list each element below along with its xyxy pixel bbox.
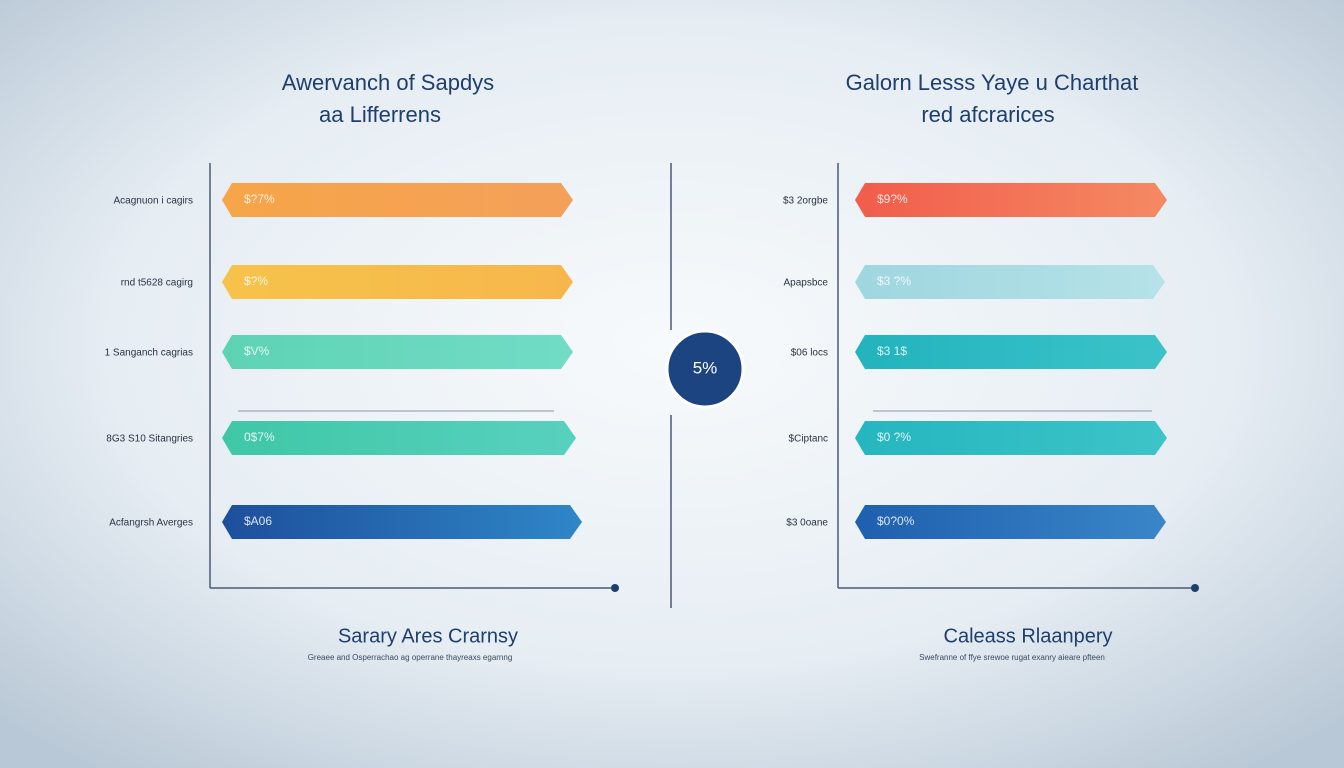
bar-label: $3 ?% — [877, 274, 911, 288]
right-title: red afcrarices — [921, 102, 1054, 127]
row-label: $3 2orgbe — [783, 196, 828, 207]
row-label: 8G3 S10 Sitangries — [106, 434, 193, 445]
bar-label: $0?0% — [877, 514, 915, 528]
bar — [855, 265, 1165, 299]
footer-subtitle: Greaee and Osperrachao ag operrane thayr… — [308, 653, 513, 662]
bar-label: $A06 — [244, 514, 272, 528]
bar-label: $?% — [244, 274, 268, 288]
bar — [222, 183, 573, 217]
bar-label: $3 1$ — [877, 344, 907, 358]
footer-title: Sarary Ares Crarnsy — [338, 625, 518, 647]
bar-label: $V% — [244, 344, 270, 358]
bar — [222, 265, 573, 299]
row-label: $Ciptanc — [789, 434, 828, 445]
axis-dot — [1191, 584, 1199, 592]
bar — [222, 421, 576, 455]
row-label: Apapsbce — [784, 278, 829, 289]
bar-label: $?7% — [244, 192, 275, 206]
row-label: 1 Sanganch cagrias — [105, 348, 193, 359]
bar-label: 0$7% — [244, 430, 275, 444]
row-label: rnd t5628 cagirg — [121, 278, 193, 289]
bar — [855, 183, 1167, 217]
bar — [855, 505, 1166, 539]
row-label: $3 0oane — [786, 518, 828, 529]
row-label: $06 locs — [791, 348, 828, 359]
row-label: Acfangrsh Averges — [109, 518, 193, 529]
bar — [855, 335, 1167, 369]
axis-dot — [611, 584, 619, 592]
bar-label: $9?% — [877, 192, 908, 206]
bar — [222, 335, 573, 369]
footer-subtitle: Swefranne of ffye srewoe rugat exanry ai… — [919, 653, 1105, 662]
left-title: Awervanch of Sapdys — [282, 70, 494, 95]
bar — [222, 505, 582, 539]
left-title: aa Lifferrens — [319, 102, 441, 127]
badge-text: 5% — [693, 358, 718, 377]
footer-title: Caleass Rlaanpery — [944, 625, 1113, 647]
badge — [665, 329, 745, 409]
row-label: Acagnuon i cagirs — [114, 196, 194, 207]
bar — [855, 421, 1167, 455]
right-title: Galorn Lesss Yaye u Charthat — [846, 70, 1139, 95]
bar-label: $0 ?% — [877, 430, 911, 444]
